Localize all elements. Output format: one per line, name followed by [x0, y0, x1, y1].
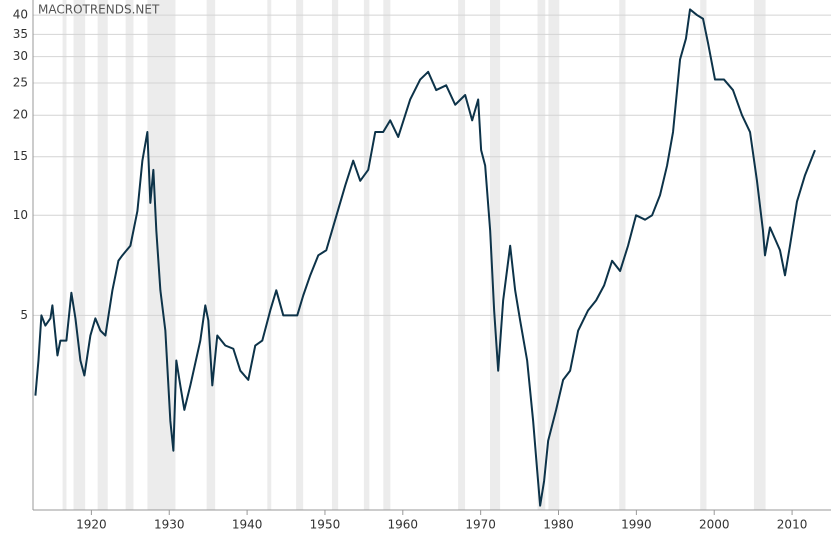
y-tick-label: 40 [13, 8, 28, 22]
watermark: MACROTRENDS.NET [38, 3, 160, 17]
shaded-period [296, 0, 304, 510]
shaded-period [125, 0, 134, 510]
shaded-period [363, 0, 370, 510]
shaded-period [700, 0, 707, 510]
y-tick-label: 30 [13, 49, 28, 63]
shaded-period [62, 0, 67, 510]
shaded-period [267, 0, 272, 510]
shaded-period [383, 0, 391, 510]
x-tick-label: 2000 [699, 518, 730, 532]
shaded-period [619, 0, 626, 510]
x-tick-label: 1940 [232, 518, 263, 532]
y-tick-label: 5 [20, 308, 28, 322]
y-tick-label: 10 [13, 208, 28, 222]
x-tick-label: 1950 [310, 518, 341, 532]
y-tick-label: 15 [13, 149, 28, 163]
shaded-period [537, 0, 546, 510]
x-tick-label: 1970 [465, 518, 496, 532]
x-tick-label: 1990 [621, 518, 652, 532]
data-line [34, 8, 816, 507]
y-tick-label: 20 [13, 108, 28, 122]
y-tick-label: 35 [13, 27, 28, 41]
x-tick-label: 1960 [388, 518, 419, 532]
shaded-period [548, 0, 560, 510]
shaded-period [490, 0, 501, 510]
shaded-period [753, 0, 766, 510]
x-tick-label: 1930 [154, 518, 185, 532]
x-tick-label: 1980 [543, 518, 574, 532]
shaded-period [97, 0, 108, 510]
shaded-period [73, 0, 86, 510]
shaded-period [331, 0, 339, 510]
y-tick-label: 25 [13, 75, 28, 89]
shaded-period [458, 0, 466, 510]
shaded-period [206, 0, 216, 510]
x-tick-label: 2010 [777, 518, 808, 532]
x-tick-label: 1920 [76, 518, 107, 532]
